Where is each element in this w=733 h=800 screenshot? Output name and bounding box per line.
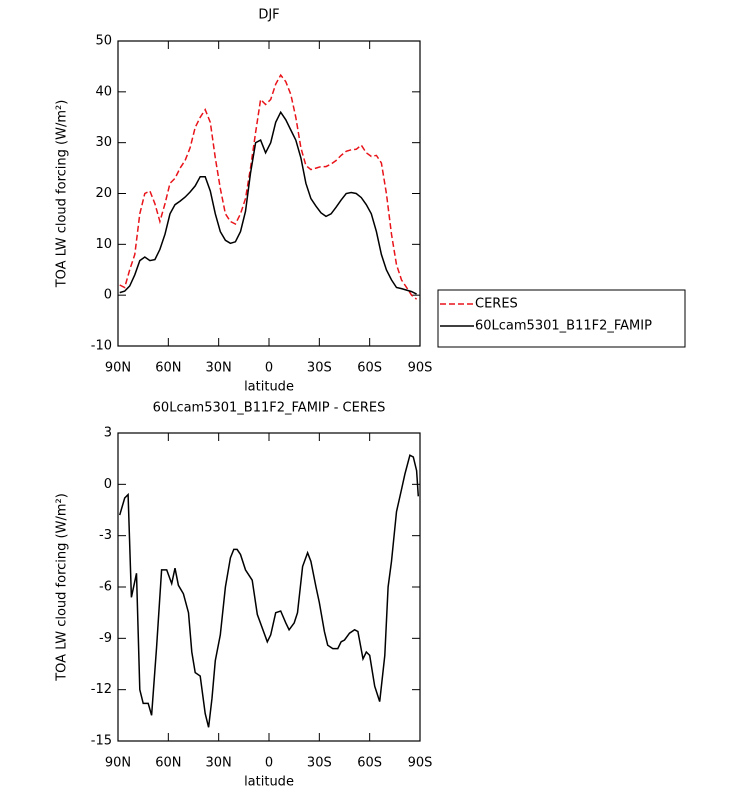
y-tick-label: 50 (95, 34, 112, 49)
data-line (119, 73, 418, 300)
x-axis-label: latitude (244, 380, 294, 395)
x-tick-label: 30S (307, 361, 332, 376)
data-line (118, 454, 420, 728)
y-tick-label: -12 (91, 682, 112, 697)
y-tick-label: -3 (99, 528, 112, 543)
y-tick-label: 30 (95, 135, 112, 150)
legend-label: 60Lcam5301_B11F2_FAMIP (475, 319, 652, 334)
plot-frame (117, 40, 421, 347)
chart-title: DJF (258, 8, 279, 23)
y-tick-label: 40 (95, 84, 112, 99)
x-tick-label: 0 (265, 361, 273, 376)
plot-frame (117, 432, 421, 742)
x-tick-label: 60N (155, 361, 181, 376)
y-tick-label: -15 (91, 734, 112, 749)
x-tick-label: 30S (307, 756, 332, 771)
x-tick-label: 60S (357, 756, 382, 771)
x-tick-label: 90N (105, 361, 131, 376)
chart-title: 60Lcam5301_B11F2_FAMIP - CERES (153, 401, 386, 416)
y-axis-label: TOA LW cloud forcing (W/m²) (55, 493, 70, 682)
y-tick-label: 0 (104, 288, 112, 303)
x-tick-label: 90S (408, 361, 433, 376)
y-tick-label: -10 (91, 339, 112, 354)
legend-box (437, 289, 686, 348)
y-tick-label: 10 (95, 237, 112, 252)
y-tick-label: 3 (104, 426, 112, 441)
x-tick-label: 30N (206, 756, 232, 771)
y-tick-label: 0 (104, 477, 112, 492)
y-axis-label: TOA LW cloud forcing (W/m²) (55, 100, 70, 289)
x-tick-label: 60N (155, 756, 181, 771)
y-tick-label: -6 (99, 580, 112, 595)
x-tick-label: 60S (357, 361, 382, 376)
x-axis-label: latitude (244, 775, 294, 790)
legend-label: CERES (475, 297, 518, 312)
y-tick-label: 20 (95, 186, 112, 201)
data-line (119, 110, 417, 295)
x-tick-label: 90S (408, 756, 433, 771)
y-tick-label: -9 (99, 631, 112, 646)
x-tick-label: 0 (265, 756, 273, 771)
x-tick-label: 30N (206, 361, 232, 376)
x-tick-label: 90N (105, 756, 131, 771)
